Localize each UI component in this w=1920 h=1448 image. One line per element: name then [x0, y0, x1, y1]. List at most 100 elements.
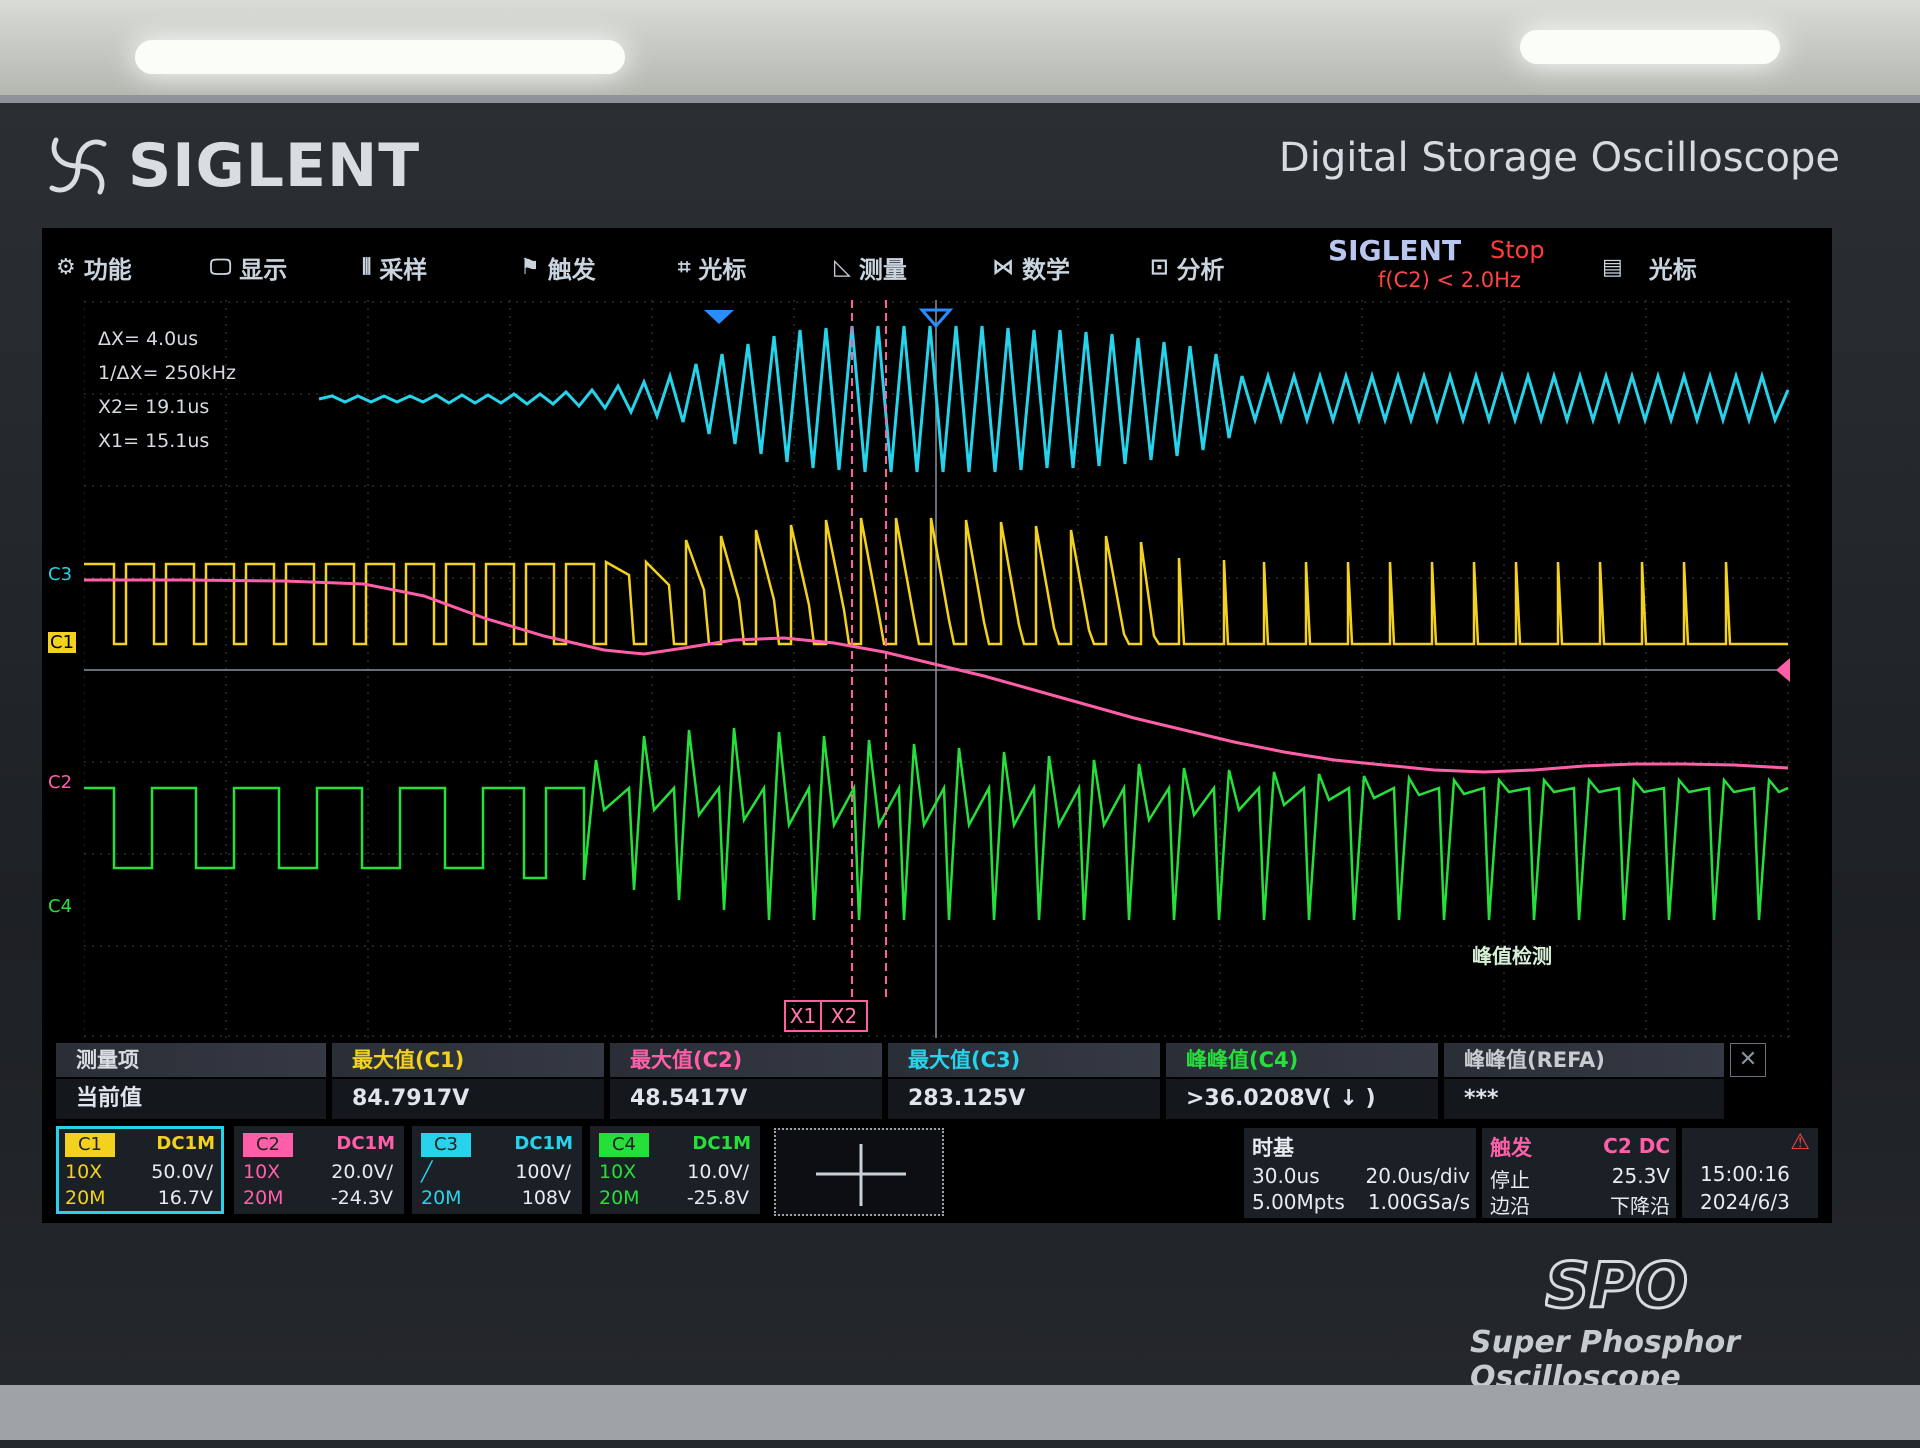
c2-waveform [84, 578, 1789, 774]
channel-offset: -24.3V [330, 1187, 393, 1209]
menu-math[interactable]: ⋈ 数学 [992, 250, 1070, 285]
measurement-value: 283.125V [888, 1079, 1160, 1119]
channel-c4-box[interactable]: C4 DC1M 10X 10.0V/ 20M -25.8V [590, 1126, 760, 1214]
menu-label: 光标 [1648, 256, 1697, 284]
ceiling-light [135, 40, 625, 74]
menu-analysis[interactable]: ⊡ 分析 [1150, 250, 1224, 285]
menu-label: 显示 [239, 256, 288, 284]
menu-label: 采样 [379, 256, 428, 284]
c4-marker[interactable]: C4 [48, 896, 73, 917]
timebase-delay: 30.0us [1252, 1164, 1320, 1188]
time-reference-marker[interactable] [918, 308, 954, 329]
measurement-value: >36.0208V( ↓ ) [1166, 1079, 1438, 1119]
display-icon: 🖵 [210, 255, 232, 280]
channel-probe: 10X [243, 1161, 281, 1183]
trigger-title: 触发 [1490, 1136, 1532, 1160]
measurement-name[interactable]: 峰峰值(C4) [1166, 1043, 1438, 1077]
spo-logo-text: SPO [1545, 1255, 1688, 1319]
menu-function[interactable]: ⚙ 功能 [56, 250, 132, 285]
cursor-icon: ⌗ [678, 255, 691, 280]
cursor-x1-tag[interactable]: X1 [784, 1000, 822, 1032]
c4-waveform [84, 727, 1789, 921]
menu-cursor[interactable]: ⌗ 光标 [678, 250, 746, 285]
c3-waveform [318, 325, 1790, 473]
cursor-readout: ΔX= 4.0us 1/ΔX= 250kHz X2= 19.1us X1= 15… [98, 322, 236, 458]
trigger-level-marker[interactable] [1776, 658, 1790, 682]
screen-brand: SIGLENT [1328, 234, 1462, 267]
measurement-name[interactable]: 最大值(C1) [332, 1043, 604, 1077]
measurement-panel: 测量项 最大值(C1) 最大值(C2) 最大值(C3) 峰峰值(C4) 峰峰值(… [56, 1043, 1818, 1123]
channel-scale: 10.0V/ [687, 1161, 749, 1183]
trigger-condition: f(C2) < 2.0Hz [1378, 268, 1521, 292]
measurement-value-label: 当前值 [56, 1079, 326, 1119]
menu-label: 数学 [1022, 256, 1070, 284]
sample-rate: 1.00GSa/s [1367, 1190, 1470, 1214]
measurement-name[interactable]: 最大值(C2) [610, 1043, 882, 1077]
c1-marker[interactable]: C1 [48, 632, 77, 653]
memory-icon: ▤ [1602, 255, 1623, 280]
channel-coupling: DC1M [336, 1133, 395, 1154]
menu-label: 触发 [547, 256, 596, 284]
channel-coupling: DC1M [514, 1133, 573, 1154]
measurement-value: *** [1444, 1079, 1724, 1119]
c2-marker[interactable]: C2 [48, 772, 73, 793]
channel-offset: -25.8V [686, 1187, 749, 1209]
memory-depth: 5.00Mpts [1252, 1190, 1345, 1214]
trigger-type: 边沿 [1490, 1194, 1530, 1218]
brand-name: SIGLENT [128, 131, 421, 201]
channel-coupling: DC1M [156, 1133, 215, 1154]
analysis-icon: ⊡ [1150, 255, 1169, 280]
plus-icon [816, 1144, 906, 1206]
background-room [0, 0, 1920, 110]
delta-x: ΔX= 4.0us [98, 328, 199, 350]
menu-label: 光标 [698, 256, 747, 284]
trigger-position-marker[interactable] [704, 310, 734, 324]
channel-bar: C1 DC1M 10X 50.0V/ 20M 16.7V C2 DC1M 10X… [56, 1126, 776, 1216]
c1-waveform [84, 517, 1788, 646]
cursor-x2-value: X2= 19.1us [98, 396, 210, 418]
menu-acquire[interactable]: ⫴ 采样 [362, 250, 427, 285]
channel-offset: 16.7V [157, 1187, 213, 1209]
run-state[interactable]: Stop [1490, 236, 1545, 264]
desk-edge [0, 1385, 1920, 1440]
inverse-delta-x: 1/ΔX= 250kHz [98, 362, 236, 384]
measurement-header-row: 测量项 最大值(C1) 最大值(C2) 最大值(C3) 峰峰值(C4) 峰峰值(… [56, 1043, 1818, 1077]
channel-probe: 10X [65, 1161, 103, 1183]
channel-tag: C1 [65, 1133, 115, 1157]
channel-coupling: DC1M [692, 1133, 751, 1154]
c3-marker[interactable]: C3 [48, 564, 73, 585]
menu-display[interactable]: 🖵 显示 [210, 250, 287, 285]
channel-scale: 100V/ [515, 1161, 571, 1183]
cursor-x2-tag[interactable]: X2 [820, 1000, 868, 1032]
close-icon[interactable]: ✕ [1730, 1043, 1766, 1077]
menu-cursor-right[interactable]: ▤ 光标 [1602, 250, 1697, 285]
clock-date: 2024/6/3 [1700, 1190, 1790, 1214]
channel-probe: 10X [599, 1161, 637, 1183]
channel-tag: C3 [421, 1133, 471, 1157]
ceiling-light [1520, 30, 1780, 64]
siglent-logo: SIGLENT [40, 128, 420, 204]
menu-trigger[interactable]: ⚑ 触发 [520, 250, 596, 285]
math-icon: ⋈ [992, 255, 1014, 280]
measurement-value: 84.7917V [332, 1079, 604, 1119]
waveform-plot[interactable] [84, 300, 1790, 1038]
trigger-mode: 停止 [1490, 1168, 1530, 1192]
measurement-item-label: 测量项 [56, 1043, 326, 1077]
network-icon: ⚠ [1790, 1130, 1810, 1155]
measure-icon: ◺ [834, 255, 851, 280]
channel-c3-box[interactable]: C3 DC1M ╱ 100V/ 20M 108V [412, 1126, 582, 1214]
timebase-panel[interactable]: 时基 30.0us 20.0us/div 5.00Mpts 1.00GSa/s [1244, 1128, 1476, 1218]
channel-c2-box[interactable]: C2 DC1M 10X 20.0V/ 20M -24.3V [234, 1126, 404, 1214]
product-title: Digital Storage Oscilloscope [1278, 135, 1840, 181]
sample-icon: ⫴ [362, 255, 372, 280]
trigger-source: C2 DC [1603, 1134, 1670, 1158]
measurement-name[interactable]: 峰峰值(REFA) [1444, 1043, 1724, 1077]
channel-bandwidth: 20M [421, 1187, 462, 1209]
menu-measure[interactable]: ◺ 测量 [834, 250, 907, 285]
channel-c1-box[interactable]: C1 DC1M 10X 50.0V/ 20M 16.7V [56, 1126, 224, 1214]
measurement-name[interactable]: 最大值(C3) [888, 1043, 1160, 1077]
flag-icon: ⚑ [520, 255, 540, 280]
add-channel-button[interactable] [774, 1128, 944, 1216]
probe-line-icon: ╱ [421, 1161, 433, 1183]
trigger-panel[interactable]: 触发 C2 DC 停止 25.3V 边沿 下降沿 [1482, 1128, 1676, 1218]
